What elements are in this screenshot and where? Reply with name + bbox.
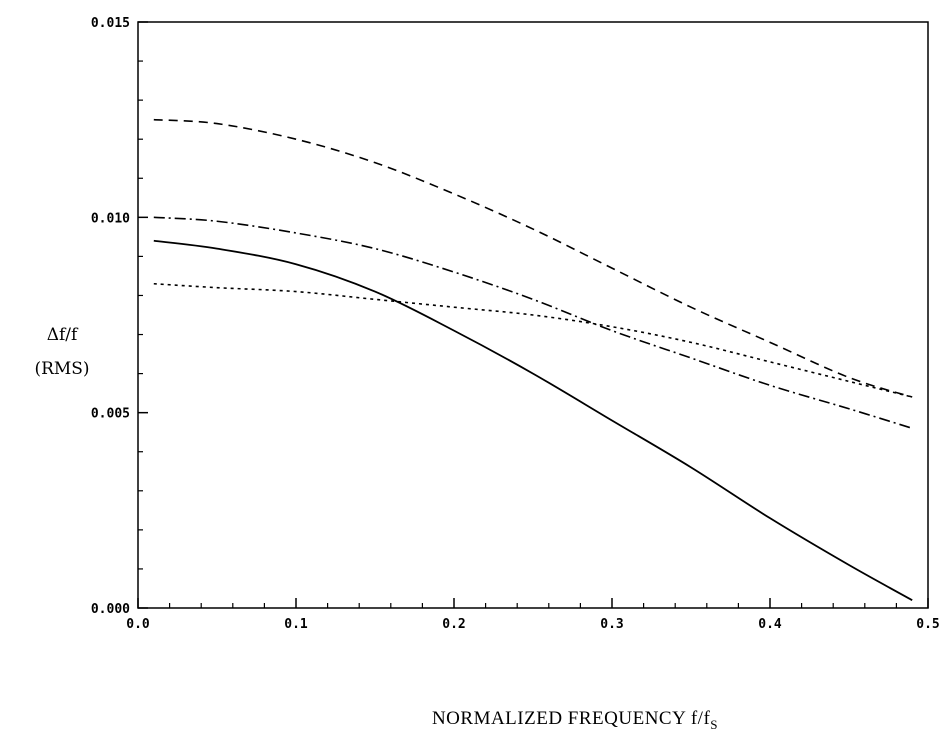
series-layer: [153, 118, 913, 601]
y-axis-label-line-2: (RMS): [34, 359, 89, 379]
ticks-layer: 0.000 0.005 0.010 0.015 0.0 0.1 0.2 0.3 0.4 0.5: [91, 16, 940, 632]
x-tick-label: 0.1: [284, 617, 308, 632]
series-line-dashed: [153, 118, 913, 398]
x-axis-label-subscript: S: [710, 717, 718, 732]
x-tick-label: 0.5: [916, 617, 939, 632]
x-axis-label-text: NORMALIZED FREQUENCY f/f: [432, 708, 711, 729]
series-line-solid: [153, 239, 913, 601]
x-tick-label: 0.4: [758, 617, 782, 632]
x-tick-label: 0.2: [442, 617, 465, 632]
plot-frame: [137, 21, 929, 609]
series-line-dotted: [153, 282, 913, 398]
x-tick-label: 0.0: [126, 617, 150, 632]
y-axis-label-line-1: Δf/f: [47, 325, 79, 345]
y-tick-label: 0.005: [91, 407, 130, 422]
series-line-dash-dot: [153, 216, 913, 430]
y-tick-label: 0.000: [91, 602, 130, 617]
y-tick-label: 0.015: [91, 16, 130, 31]
x-axis-label: NORMALIZED FREQUENCY f/fS: [432, 708, 718, 732]
x-tick-label: 0.3: [600, 617, 623, 632]
y-tick-label: 0.010: [91, 211, 130, 226]
